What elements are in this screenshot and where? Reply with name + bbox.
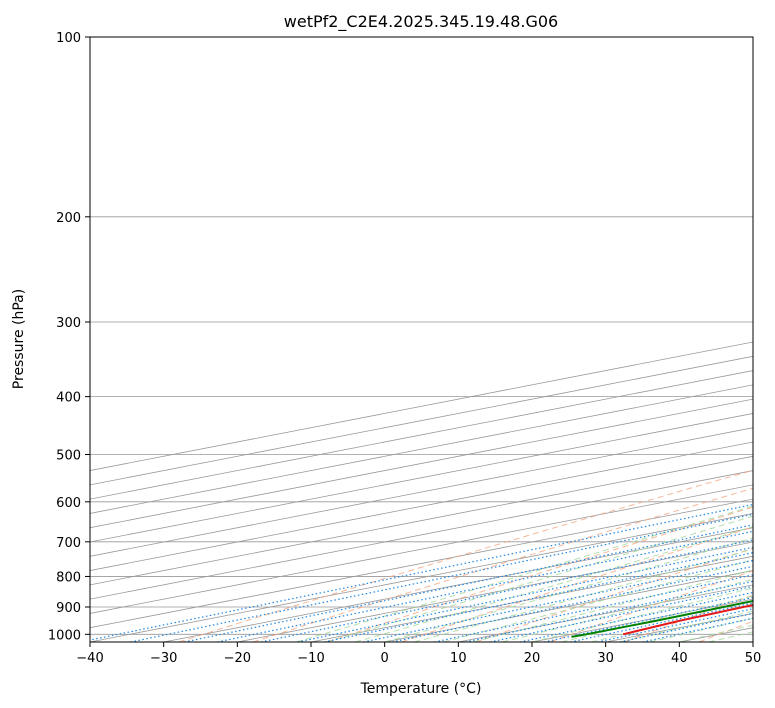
mixing-ratio-line bbox=[260, 539, 753, 642]
y-tick-label: 200 bbox=[56, 211, 81, 226]
mixing-ratio-line bbox=[434, 574, 753, 642]
x-tick-label: 20 bbox=[524, 651, 541, 666]
isotherm-line bbox=[90, 513, 753, 642]
y-tick-label: 100 bbox=[56, 31, 81, 46]
isotherm-line bbox=[90, 441, 753, 571]
x-tick-label: −30 bbox=[150, 651, 177, 666]
mixing-ratio-line bbox=[392, 565, 753, 642]
y-axis-label: Pressure (hPa) bbox=[11, 289, 27, 389]
isotherm-line bbox=[90, 470, 753, 600]
x-tick-label: 10 bbox=[450, 651, 467, 666]
isotherm-line bbox=[90, 455, 753, 586]
x-tick-label: 40 bbox=[671, 651, 688, 666]
mixing-ratio-line bbox=[489, 585, 753, 642]
moist-adiabat-line bbox=[561, 595, 753, 642]
x-tick-label: 50 bbox=[745, 651, 762, 666]
moist-adiabat-line bbox=[472, 569, 753, 642]
isotherm-line bbox=[90, 484, 753, 614]
dry-adiabat-line bbox=[401, 526, 753, 642]
isotherm-line bbox=[90, 427, 753, 557]
mixing-ratio-line bbox=[217, 530, 753, 642]
x-axis-label: Temperature (°C) bbox=[360, 681, 482, 697]
moist-adiabat-line bbox=[413, 548, 753, 642]
moist-adiabat-line bbox=[502, 578, 753, 642]
isotherm-line bbox=[90, 413, 753, 543]
dry-adiabat-line bbox=[178, 469, 753, 642]
y-tick-label: 400 bbox=[56, 391, 81, 406]
x-tick-label: −20 bbox=[224, 651, 251, 666]
isotherm-line bbox=[90, 498, 753, 629]
x-tick-label: −40 bbox=[76, 651, 103, 666]
moist-adiabat-line bbox=[325, 515, 753, 642]
dry-adiabat-line bbox=[327, 506, 753, 642]
x-tick-label: 30 bbox=[597, 651, 614, 666]
y-tick-label: 800 bbox=[56, 570, 81, 585]
x-tick-label: 0 bbox=[381, 651, 389, 666]
y-tick-label: 1000 bbox=[48, 628, 81, 643]
mixing-ratio-line bbox=[90, 503, 753, 641]
chart-title: wetPf2_C2E4.2025.345.19.48.G06 bbox=[284, 12, 558, 32]
plot-frame bbox=[89, 36, 754, 643]
mixing-ratio-line bbox=[363, 559, 753, 642]
mixing-ratio-line bbox=[465, 580, 753, 642]
y-tick-label: 500 bbox=[56, 449, 81, 464]
y-tick-label: 600 bbox=[56, 496, 81, 511]
x-tick-label: −10 bbox=[297, 651, 324, 666]
y-tick-label: 300 bbox=[56, 316, 81, 331]
y-tick-label: 900 bbox=[56, 601, 81, 616]
moist-adiabat-line bbox=[355, 526, 753, 642]
isotherm-line bbox=[163, 527, 753, 642]
y-tick-label: 700 bbox=[56, 536, 81, 551]
